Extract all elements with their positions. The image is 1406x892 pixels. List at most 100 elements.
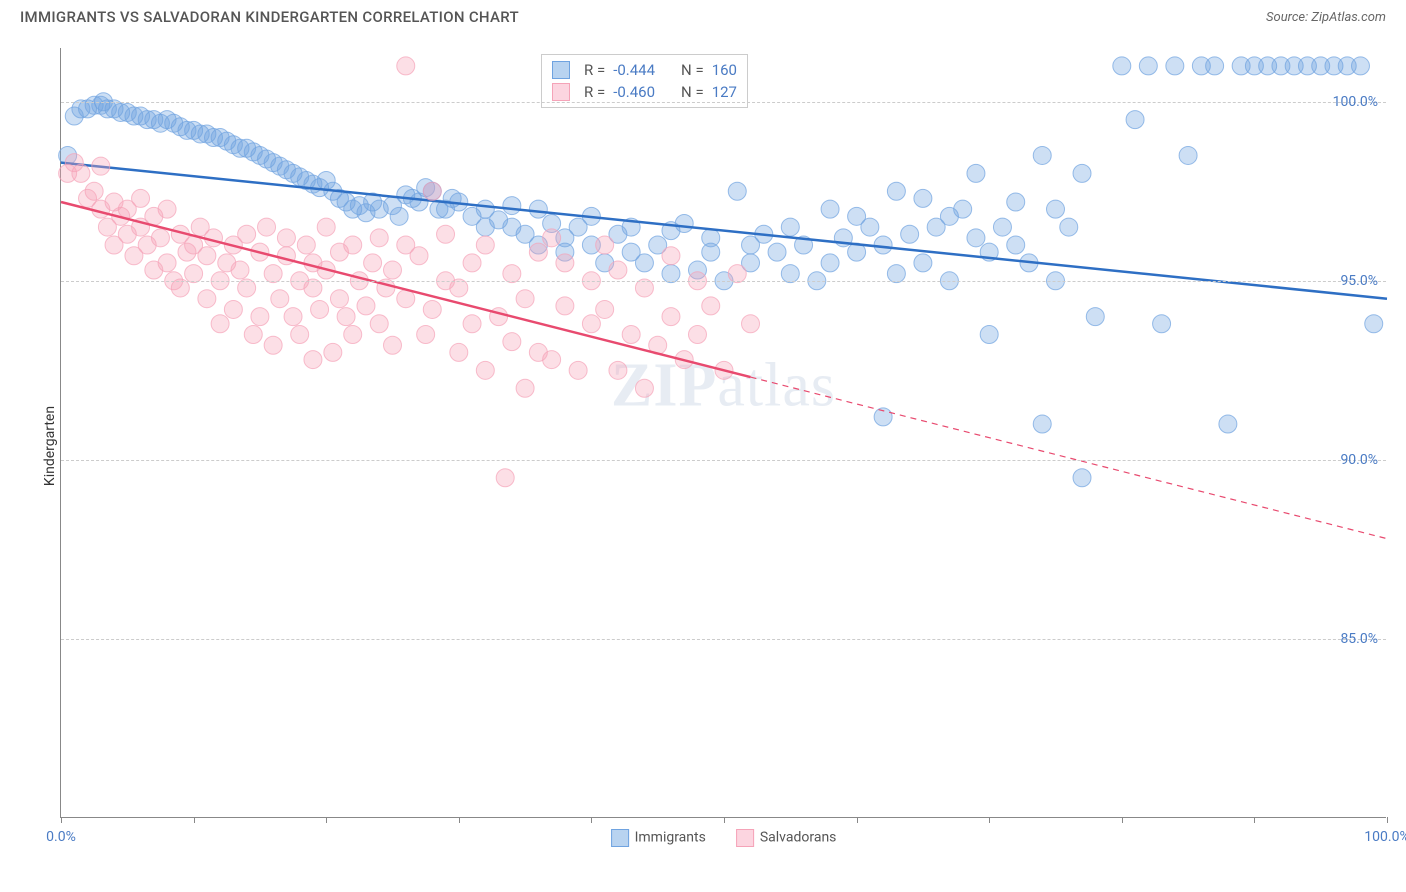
data-point: [198, 290, 216, 308]
data-point: [1086, 308, 1104, 326]
data-point: [271, 290, 289, 308]
data-point: [92, 157, 110, 175]
data-point: [357, 297, 375, 315]
x-tick: [724, 817, 725, 823]
data-point: [609, 361, 627, 379]
n-label: N =: [681, 61, 704, 79]
data-point: [596, 236, 614, 254]
legend-swatch: [611, 829, 629, 847]
gridline: [61, 460, 1386, 461]
data-point: [728, 182, 746, 200]
data-point: [224, 300, 242, 318]
data-point: [410, 247, 428, 265]
data-point: [423, 182, 441, 200]
data-point: [821, 200, 839, 218]
chart-plot-area: ZIPatlas R =-0.444N =160R =-0.460N =127 …: [60, 48, 1386, 818]
data-point: [1179, 146, 1197, 164]
chart-title: IMMIGRANTS VS SALVADORAN KINDERGARTEN CO…: [20, 8, 519, 26]
data-point: [132, 189, 150, 207]
data-point: [1073, 469, 1091, 487]
series-legend: Immigrants Salvadorans: [611, 829, 837, 847]
data-point: [198, 247, 216, 265]
data-point: [251, 308, 269, 326]
data-point: [742, 315, 760, 333]
r-label: R =: [584, 83, 605, 101]
data-point: [635, 254, 653, 272]
data-point: [204, 229, 222, 247]
data-point: [244, 326, 262, 344]
data-point: [258, 218, 276, 236]
data-point: [702, 229, 720, 247]
legend-swatch: [736, 829, 754, 847]
data-point: [622, 326, 640, 344]
data-point: [503, 197, 521, 215]
data-point: [1033, 146, 1051, 164]
y-tick-label: 90.0%: [1340, 452, 1378, 468]
data-point: [1351, 57, 1369, 75]
legend-swatch: [552, 61, 570, 79]
data-point: [397, 57, 415, 75]
data-point: [688, 326, 706, 344]
data-point: [158, 200, 176, 218]
data-point: [887, 182, 905, 200]
data-point: [390, 207, 408, 225]
data-point: [384, 261, 402, 279]
n-value: 127: [712, 83, 737, 101]
data-point: [556, 254, 574, 272]
n-value: 160: [712, 61, 737, 79]
data-point: [516, 379, 534, 397]
data-point: [304, 351, 322, 369]
correlation-stats-box: R =-0.444N =160R =-0.460N =127: [541, 54, 748, 108]
data-point: [914, 254, 932, 272]
legend-swatch: [552, 83, 570, 101]
data-point: [291, 326, 309, 344]
data-point: [463, 254, 481, 272]
data-point: [297, 236, 315, 254]
x-tick: [857, 817, 858, 823]
data-point: [874, 236, 892, 254]
legend-label: Immigrants: [635, 830, 706, 846]
data-point: [151, 229, 169, 247]
x-tick: [1122, 817, 1123, 823]
data-point: [72, 164, 90, 182]
x-tick: [61, 817, 62, 823]
data-point: [993, 218, 1011, 236]
data-point: [543, 229, 561, 247]
data-point: [1033, 415, 1051, 433]
source-attribution: Source: ZipAtlas.com: [1266, 10, 1386, 25]
data-point: [450, 343, 468, 361]
data-point: [364, 254, 382, 272]
legend-label: Salvadorans: [760, 830, 837, 846]
data-point: [324, 343, 342, 361]
data-point: [980, 326, 998, 344]
data-point: [476, 361, 494, 379]
data-point: [861, 218, 879, 236]
data-point: [284, 308, 302, 326]
data-point: [967, 164, 985, 182]
data-point: [423, 300, 441, 318]
regression-line-extrapolated: [751, 377, 1387, 539]
data-point: [914, 189, 932, 207]
data-point: [417, 326, 435, 344]
data-point: [529, 200, 547, 218]
data-point: [556, 297, 574, 315]
data-point: [1007, 193, 1025, 211]
stat-row: R =-0.444N =160: [552, 59, 737, 81]
scatter-plot-svg: [61, 48, 1386, 817]
data-point: [211, 315, 229, 333]
data-point: [1365, 315, 1383, 333]
data-point: [437, 225, 455, 243]
data-point: [821, 254, 839, 272]
data-point: [635, 379, 653, 397]
x-tick-label: 0.0%: [46, 829, 76, 845]
data-point: [781, 218, 799, 236]
data-point: [158, 254, 176, 272]
data-point: [337, 308, 355, 326]
data-point: [768, 243, 786, 261]
data-point: [1073, 164, 1091, 182]
data-point: [1153, 315, 1171, 333]
data-point: [702, 297, 720, 315]
gridline: [61, 102, 1386, 103]
r-value: -0.460: [613, 83, 655, 101]
data-point: [1007, 236, 1025, 254]
